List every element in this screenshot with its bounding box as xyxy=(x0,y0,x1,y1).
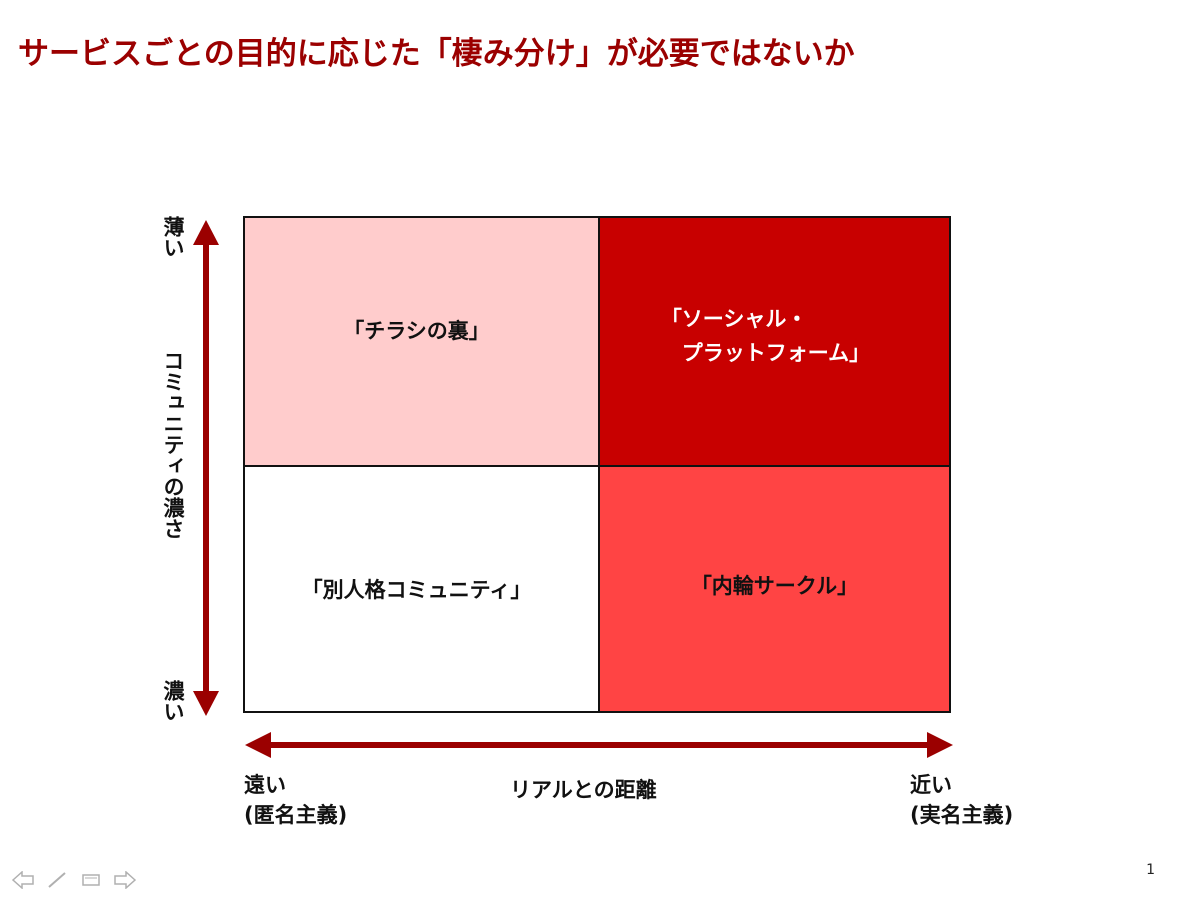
pen-tool-button[interactable] xyxy=(44,869,70,891)
horizontal-axis-left-line2: (匿名主義) xyxy=(244,803,348,827)
vertical-axis-bottom-label: 濃い xyxy=(161,680,185,722)
slide-menu-button[interactable] xyxy=(78,869,104,891)
arrow-left-icon xyxy=(12,871,34,889)
vertical-axis-shaft xyxy=(203,242,209,694)
pen-icon xyxy=(48,872,66,888)
horizontal-axis-right-line1: 近い xyxy=(910,773,952,797)
quadrant-label: 「内輪サークル」 xyxy=(690,574,859,598)
vertical-axis-top-label: 薄い xyxy=(161,216,185,258)
horizontal-axis-left-line1: 遠い xyxy=(244,773,286,797)
previous-slide-button[interactable] xyxy=(10,869,36,891)
quadrant-bottom-left: 「別人格コミュニティ」 xyxy=(245,467,600,711)
next-slide-button[interactable] xyxy=(112,869,138,891)
vertical-axis-label: コミュニティの濃さ xyxy=(161,350,185,539)
quadrant-top-right: 「ソーシャル・ プラットフォーム」 xyxy=(600,218,949,467)
quadrant-bottom-right: 「内輪サークル」 xyxy=(600,467,949,711)
arrow-right-icon xyxy=(114,871,136,889)
quadrant-label: 「ソーシャル・ プラットフォーム」 xyxy=(660,306,871,365)
horizontal-axis-label: リアルとの距離 xyxy=(510,778,657,802)
positioning-matrix: 「チラシの裏」 「ソーシャル・ プラットフォーム」 「別人格コミュニティ」 「内… xyxy=(243,216,951,713)
horizontal-axis-left-label: 遠い (匿名主義) xyxy=(244,770,347,830)
quadrant-label: 「別人格コミュニティ」 xyxy=(301,578,532,602)
arrowhead-left xyxy=(245,732,271,758)
slide-title: サービスごとの目的に応じた「棲み分け」が必要ではないか xyxy=(18,36,855,72)
horizontal-axis-arrow xyxy=(245,732,953,758)
arrowhead-right xyxy=(927,732,953,758)
arrowhead-down xyxy=(193,691,219,716)
quadrant-label: 「チラシの裏」 xyxy=(343,318,490,343)
vertical-axis-arrow xyxy=(193,220,219,716)
quadrant-top-left: 「チラシの裏」 xyxy=(245,218,600,467)
horizontal-axis-shaft xyxy=(269,742,929,748)
arrowhead-up xyxy=(193,220,219,245)
menu-icon xyxy=(82,874,100,886)
slide-nav-controls xyxy=(10,868,138,892)
horizontal-axis-right-line2: (実名主義) xyxy=(910,803,1014,827)
page-number: 1 xyxy=(1146,862,1155,878)
horizontal-axis-right-label: 近い (実名主義) xyxy=(910,770,1013,830)
